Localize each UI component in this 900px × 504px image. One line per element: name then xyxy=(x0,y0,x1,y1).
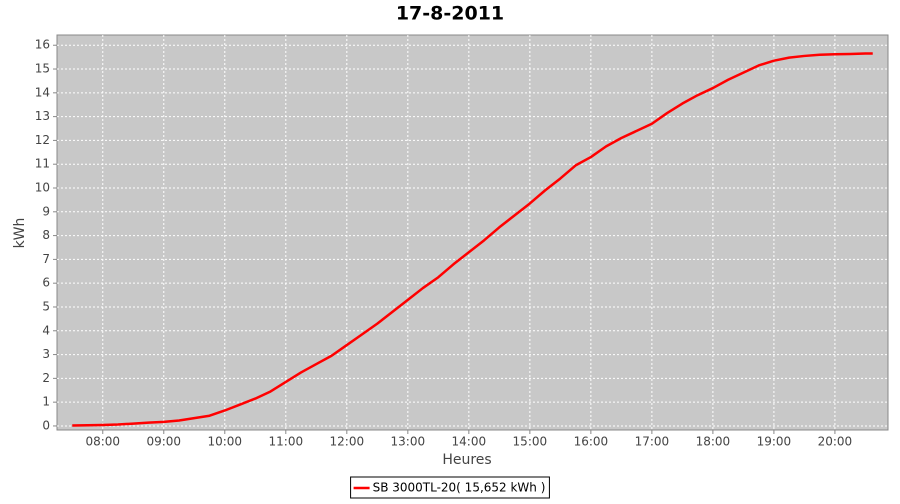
x-tick-label: 09:00 xyxy=(146,435,181,449)
y-tick-label: 3 xyxy=(42,347,50,361)
y-tick-label: 5 xyxy=(42,299,50,313)
chart-title: 17-8-2011 xyxy=(396,3,504,25)
y-tick-label: 1 xyxy=(42,395,50,409)
y-tick-label: 0 xyxy=(42,418,50,432)
y-tick-label: 4 xyxy=(42,323,50,337)
y-tick-label: 15 xyxy=(35,62,50,76)
x-tick-label: 18:00 xyxy=(696,435,731,449)
y-tick-label: 16 xyxy=(35,38,50,52)
y-axis-label: kWh xyxy=(12,218,28,249)
y-tick-label: 8 xyxy=(42,228,50,242)
x-tick-label: 11:00 xyxy=(269,435,304,449)
y-tick-label: 12 xyxy=(35,133,50,147)
x-tick-label: 15:00 xyxy=(513,435,548,449)
legend-box xyxy=(350,476,550,499)
y-tick-label: 7 xyxy=(42,252,50,266)
x-tick-label: 14:00 xyxy=(452,435,487,449)
y-tick-label: 10 xyxy=(35,181,50,195)
x-tick-label: 17:00 xyxy=(635,435,670,449)
y-tick-label: 2 xyxy=(42,371,50,385)
x-tick-label: 13:00 xyxy=(391,435,426,449)
y-tick-label: 9 xyxy=(42,204,50,218)
x-tick-label: 16:00 xyxy=(574,435,609,449)
x-tick-label: 12:00 xyxy=(330,435,365,449)
y-tick-label: 14 xyxy=(35,85,50,99)
x-tick-label: 08:00 xyxy=(85,435,120,449)
data-line xyxy=(72,52,873,427)
plot-area xyxy=(56,34,889,431)
legend-label: SB 3000TL-20( 15,652 kWh ) xyxy=(373,481,546,495)
x-tick-label: 10:00 xyxy=(207,435,242,449)
x-tick-label: 20:00 xyxy=(818,435,853,449)
x-axis-label: Heures xyxy=(442,452,491,468)
x-tick-label: 19:00 xyxy=(757,435,792,449)
y-tick-label: 6 xyxy=(42,276,50,290)
y-tick-label: 13 xyxy=(35,109,50,123)
y-tick-label: 11 xyxy=(35,157,50,171)
legend: SB 3000TL-20( 15,652 kWh ) xyxy=(350,476,550,499)
